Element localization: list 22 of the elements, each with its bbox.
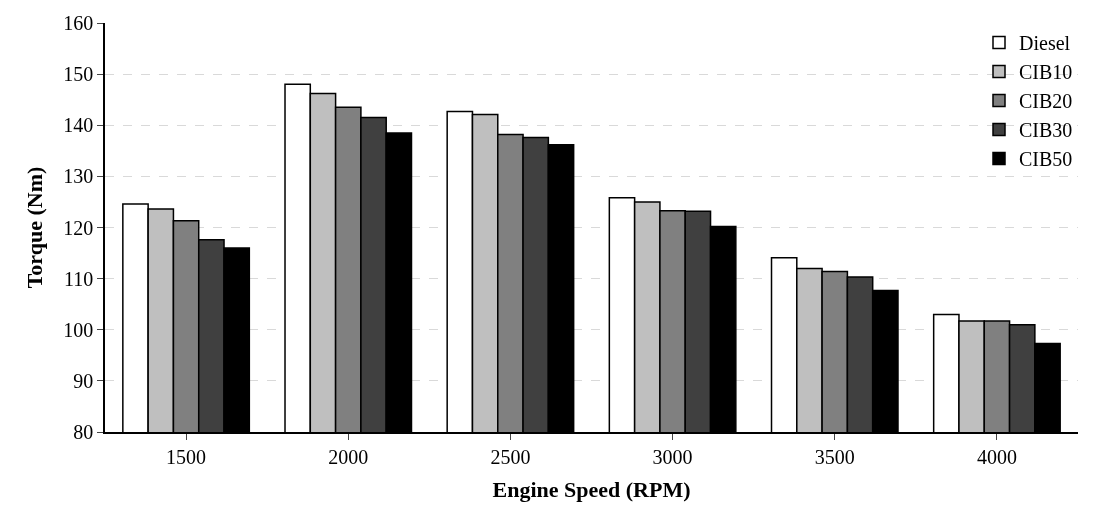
- legend-label: Diesel: [1019, 32, 1071, 55]
- y-tick-label: 90: [73, 369, 94, 392]
- y-axis-title: Torque (Nm): [21, 166, 47, 289]
- y-tick-label: 150: [63, 63, 94, 86]
- legend-label: CIB50: [1019, 148, 1073, 171]
- legend-label: CIB30: [1019, 119, 1073, 142]
- x-tick-label: 3000: [652, 445, 693, 468]
- y-tick-label: 110: [63, 267, 94, 290]
- x-tick-label: 1500: [166, 445, 207, 468]
- y-tick-label: 80: [73, 421, 94, 443]
- x-tick-label: 3500: [814, 445, 855, 468]
- y-tick-label: 140: [63, 114, 94, 137]
- x-tick-label: 2000: [328, 445, 369, 468]
- x-tick-label: 4000: [976, 445, 1017, 468]
- x-axis-title: Engine Speed (RPM): [492, 477, 691, 503]
- x-tick-label: 2500: [490, 445, 531, 468]
- legend-label: CIB20: [1019, 90, 1073, 113]
- y-tick-label: 130: [63, 165, 94, 188]
- y-tick-label: 100: [63, 318, 94, 341]
- y-tick-label: 160: [63, 12, 94, 34]
- legend-label: CIB10: [1019, 61, 1073, 84]
- y-tick-label: 120: [63, 216, 94, 239]
